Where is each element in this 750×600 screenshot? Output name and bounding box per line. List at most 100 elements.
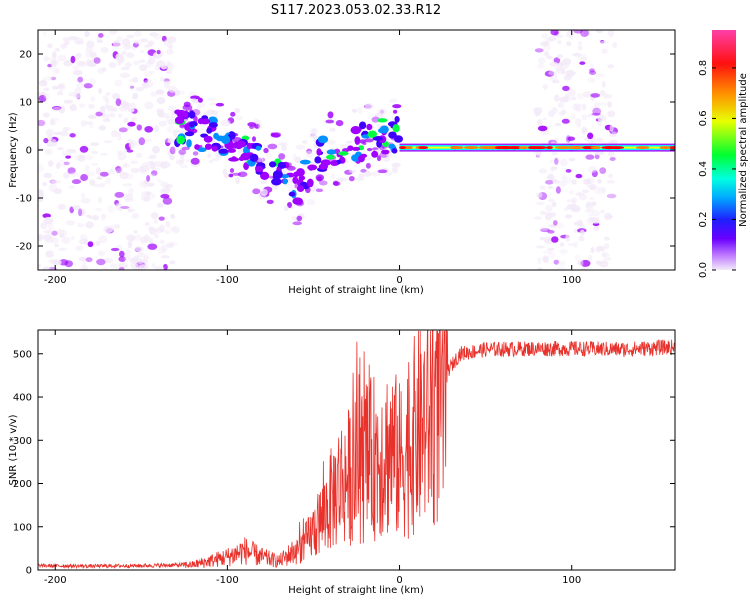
heatmap-cell bbox=[231, 172, 242, 176]
heatmap-cell bbox=[180, 151, 185, 159]
heatmap-cell bbox=[595, 30, 604, 34]
colorbar-gradient bbox=[712, 30, 736, 270]
figure-title: S117.2023.053.02.33.R12 bbox=[271, 3, 441, 18]
heatmap-cell bbox=[132, 77, 139, 83]
colorbar-tick-label: 0.2 bbox=[698, 212, 709, 228]
heatmap-cell bbox=[319, 180, 328, 186]
heatmap-cell bbox=[357, 107, 363, 115]
heatmap-cell bbox=[69, 103, 78, 112]
heatmap-cell bbox=[96, 39, 104, 43]
heatmap-cell bbox=[228, 157, 240, 162]
heatmap-cell bbox=[559, 61, 567, 65]
heatmap-cell bbox=[574, 118, 582, 126]
heatmap-cell bbox=[271, 178, 282, 186]
heatmap-cell bbox=[392, 124, 400, 133]
heatmap-cell bbox=[223, 172, 230, 179]
heatmap-cell bbox=[392, 104, 402, 109]
heatmap-cell bbox=[92, 214, 99, 221]
heatmap-cell bbox=[577, 53, 588, 62]
heatmap-cell bbox=[78, 256, 87, 262]
heatmap-cell bbox=[40, 222, 48, 230]
heatmap-cell bbox=[85, 121, 93, 125]
heatmap-cell bbox=[351, 154, 361, 162]
heatmap-cell bbox=[44, 76, 53, 81]
heatmap-cell bbox=[103, 140, 113, 144]
heatmap-cell bbox=[371, 116, 380, 123]
heatmap-cell bbox=[351, 108, 358, 113]
heatmap-cell bbox=[557, 40, 562, 45]
heatmap-cell bbox=[329, 127, 336, 132]
heatmap-cell bbox=[178, 149, 187, 155]
heatmap-cell bbox=[278, 153, 286, 160]
heatmap-cell bbox=[74, 53, 80, 62]
heatmap-cell bbox=[47, 160, 54, 167]
heatmap-cell bbox=[561, 118, 570, 124]
heatmap-cell bbox=[291, 216, 298, 221]
heatmap-cell bbox=[393, 109, 398, 114]
heatmap-cell bbox=[77, 155, 86, 162]
heatmap-cell bbox=[184, 131, 195, 137]
heatmap-cell bbox=[354, 136, 361, 145]
heatmap-cell bbox=[288, 191, 296, 197]
y-tick-label: 0 bbox=[26, 566, 32, 577]
heatmap-cell bbox=[68, 36, 79, 41]
heatmap-cell bbox=[579, 61, 586, 65]
heatmap-cell bbox=[162, 197, 173, 205]
heatmap-cell bbox=[306, 198, 315, 206]
heatmap-cell bbox=[91, 163, 99, 166]
heatmap-cell bbox=[77, 76, 84, 83]
x-tick-label: 100 bbox=[562, 575, 581, 586]
heatmap-cell bbox=[98, 87, 103, 94]
heatmap-cell bbox=[85, 214, 92, 218]
snr-ticks: -200 -100 0 100 0 100 200 300 400 500 bbox=[13, 330, 675, 586]
x-tick-label: -200 bbox=[44, 575, 67, 586]
heatmap-cell bbox=[129, 160, 138, 164]
heatmap-cell bbox=[588, 254, 593, 261]
heatmap-cell bbox=[135, 86, 144, 92]
heatmap-cell bbox=[301, 140, 308, 144]
heatmap-cell bbox=[566, 199, 576, 203]
heatmap-cell bbox=[105, 92, 111, 96]
heatmap-cell bbox=[117, 133, 122, 141]
heatmap-cell bbox=[586, 183, 596, 190]
heatmap-cell bbox=[65, 220, 76, 226]
heatmap-cell bbox=[388, 131, 397, 139]
heatmap-cell bbox=[607, 64, 615, 69]
heatmap-cell bbox=[145, 61, 153, 68]
heatmap-cell bbox=[591, 170, 598, 178]
heatmap-cell bbox=[317, 135, 329, 144]
heatmap-cell bbox=[181, 146, 190, 151]
heatmap-cell bbox=[579, 229, 585, 236]
heatmap-cell bbox=[43, 216, 54, 225]
heatmap-cell bbox=[592, 107, 602, 116]
heatmap-cell bbox=[75, 245, 84, 251]
heatmap-cell bbox=[76, 60, 86, 66]
heatmap-cell bbox=[143, 70, 153, 77]
heatmap-cell bbox=[585, 177, 595, 184]
heatmap-cell bbox=[136, 258, 145, 264]
heatmap-cell bbox=[252, 188, 261, 195]
heatmap-cell bbox=[260, 180, 268, 185]
colorbar-tick-label: 0.8 bbox=[698, 60, 709, 76]
heatmap-cell bbox=[478, 146, 495, 150]
heatmap-cell bbox=[57, 204, 66, 211]
heatmap-cell bbox=[52, 259, 62, 266]
colorbar-tick-label: 0.0 bbox=[698, 262, 709, 278]
heatmap-cell bbox=[132, 92, 139, 100]
heatmap-cell bbox=[150, 173, 156, 177]
heatmap-cell bbox=[151, 145, 161, 154]
heatmap-cell bbox=[85, 257, 93, 263]
colorbar-ticks: 0.0 0.2 0.4 0.6 0.8 bbox=[698, 60, 736, 278]
heatmap-cell bbox=[140, 170, 147, 175]
heatmap-cell bbox=[96, 258, 106, 266]
heatmap-cell bbox=[332, 180, 339, 186]
heatmap-cell bbox=[260, 171, 270, 180]
heatmap-cell bbox=[153, 161, 164, 168]
heatmap-cell bbox=[42, 181, 47, 187]
heatmap-cell bbox=[282, 178, 288, 185]
heatmap-cell bbox=[59, 259, 69, 266]
heatmap-cell bbox=[85, 221, 94, 229]
heatmap-cell bbox=[87, 241, 94, 248]
heatmap-cell bbox=[80, 208, 86, 217]
heatmap-cell bbox=[569, 190, 575, 195]
